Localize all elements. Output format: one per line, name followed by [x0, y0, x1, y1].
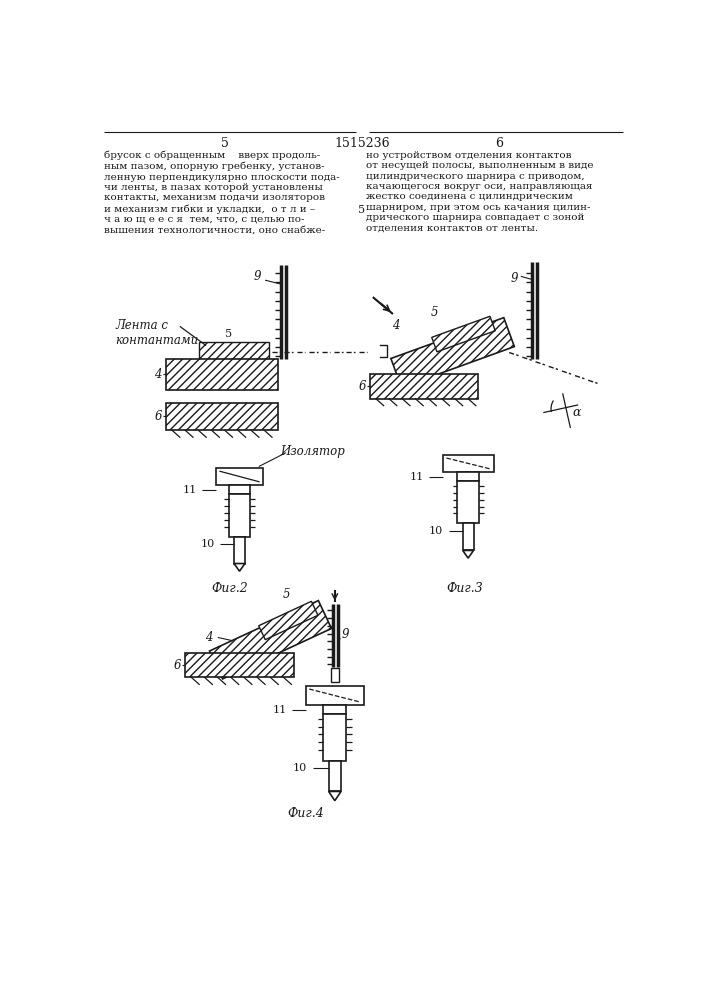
- Bar: [370, 374, 478, 399]
- Bar: [462, 523, 474, 550]
- Text: Фиг.2: Фиг.2: [211, 582, 247, 595]
- Text: но устройством отделения контактов
от несущей полосы, выполненным в виде
цилиндр: но устройством отделения контактов от не…: [366, 151, 593, 233]
- Bar: [228, 494, 250, 537]
- Text: 9: 9: [341, 628, 349, 641]
- Bar: [234, 537, 245, 564]
- Polygon shape: [462, 550, 474, 558]
- Text: Фиг.4: Фиг.4: [287, 807, 324, 820]
- Bar: [228, 485, 250, 494]
- Bar: [457, 481, 479, 523]
- Bar: [185, 653, 293, 677]
- Text: 6: 6: [495, 137, 503, 150]
- Text: 5: 5: [282, 588, 290, 601]
- Bar: [329, 761, 341, 791]
- Bar: [331, 668, 339, 682]
- Text: 6: 6: [155, 410, 162, 423]
- Polygon shape: [432, 316, 496, 352]
- Text: 9: 9: [510, 272, 518, 285]
- Bar: [199, 342, 269, 359]
- Bar: [323, 705, 346, 714]
- Text: 6: 6: [174, 659, 182, 672]
- Text: 5: 5: [221, 137, 228, 150]
- Text: 4: 4: [205, 631, 212, 644]
- Text: 4: 4: [155, 368, 162, 381]
- Text: Лента с
контантами: Лента с контантами: [115, 319, 199, 347]
- Text: 11: 11: [272, 705, 287, 715]
- Text: 9: 9: [254, 270, 261, 283]
- Text: 4: 4: [392, 319, 399, 332]
- Text: 5: 5: [358, 205, 365, 215]
- Text: 10: 10: [293, 763, 307, 773]
- Polygon shape: [259, 601, 318, 640]
- Text: 11: 11: [182, 485, 197, 495]
- Text: 5: 5: [431, 306, 438, 319]
- Bar: [166, 359, 279, 389]
- Text: 11: 11: [409, 472, 424, 482]
- Bar: [443, 455, 493, 472]
- Bar: [323, 714, 346, 761]
- Bar: [166, 403, 279, 430]
- Text: Фиг.3: Фиг.3: [446, 582, 483, 595]
- Polygon shape: [209, 601, 332, 679]
- Text: брусок с обращенным    вверх продоль-
ным пазом, опорную гребенку, установ-
ленн: брусок с обращенным вверх продоль- ным п…: [104, 151, 339, 234]
- Text: Изолятор: Изолятор: [281, 445, 345, 458]
- Text: 1515236: 1515236: [334, 137, 390, 150]
- Text: 10: 10: [429, 526, 443, 536]
- Bar: [306, 686, 364, 705]
- Text: 5: 5: [225, 329, 232, 339]
- Text: 10: 10: [201, 539, 215, 549]
- Text: 6: 6: [358, 380, 366, 393]
- Bar: [457, 472, 479, 481]
- Text: α: α: [573, 406, 581, 419]
- Bar: [216, 468, 263, 485]
- Polygon shape: [391, 318, 515, 387]
- Polygon shape: [329, 791, 341, 801]
- Polygon shape: [234, 564, 245, 571]
